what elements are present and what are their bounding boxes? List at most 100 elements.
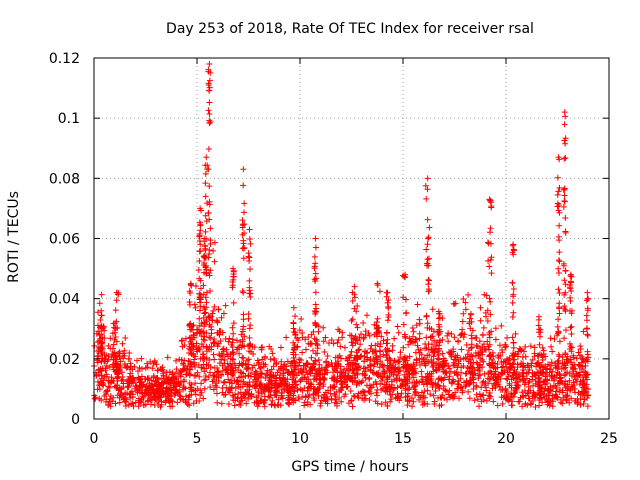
data-point [354, 337, 361, 344]
data-point [98, 347, 105, 354]
data-point [126, 349, 133, 356]
data-point [361, 334, 368, 341]
data-point [410, 328, 417, 335]
data-point [158, 381, 165, 388]
data-point [389, 391, 396, 398]
data-point [222, 335, 229, 342]
data-point [349, 377, 356, 384]
data-point [162, 394, 169, 401]
data-point [142, 376, 149, 383]
data-point [186, 343, 193, 350]
data-point [385, 365, 392, 372]
data-point [475, 375, 482, 382]
data-point [157, 386, 164, 393]
data-point [213, 390, 220, 397]
data-point [111, 329, 118, 336]
data-point [568, 287, 575, 294]
data-point [427, 391, 434, 398]
data-point [197, 292, 204, 299]
data-point [298, 369, 305, 376]
data-point [312, 319, 319, 326]
data-point [394, 323, 401, 330]
data-point [257, 371, 264, 378]
data-point [562, 281, 569, 288]
data-point [96, 300, 103, 307]
data-point [446, 376, 453, 383]
data-point [235, 401, 242, 408]
data-point [483, 387, 490, 394]
data-point [416, 396, 423, 403]
data-point [457, 356, 464, 363]
x-tick-label: 5 [193, 431, 202, 447]
data-point [553, 394, 560, 401]
data-point [105, 353, 112, 360]
data-point [166, 368, 173, 375]
data-point [556, 353, 563, 360]
data-point [461, 331, 468, 338]
data-point [329, 384, 336, 391]
data-point [197, 227, 204, 234]
data-point [123, 364, 130, 371]
data-point [356, 346, 363, 353]
data-point [467, 310, 474, 317]
data-point [368, 384, 375, 391]
data-point [99, 335, 106, 342]
data-point [194, 385, 201, 392]
data-point [487, 351, 494, 358]
data-point [357, 341, 364, 348]
data-point [339, 329, 346, 336]
data-point [479, 356, 486, 363]
data-point [416, 379, 423, 386]
data-point [147, 358, 154, 365]
data-point [424, 175, 431, 182]
data-point [490, 381, 497, 388]
data-point [422, 182, 429, 189]
data-point [543, 393, 550, 400]
data-point [149, 387, 156, 394]
data-point [562, 327, 569, 334]
data-point [207, 287, 214, 294]
data-point [510, 350, 517, 357]
data-point [424, 216, 431, 223]
data-point [488, 270, 495, 277]
data-point [369, 369, 376, 376]
data-point [110, 356, 117, 363]
data-point [261, 388, 268, 395]
data-point [150, 394, 157, 401]
data-point [121, 352, 128, 359]
data-point [522, 343, 529, 350]
data-point [239, 288, 246, 295]
data-point [201, 243, 208, 250]
data-point [286, 396, 293, 403]
data-point [370, 363, 377, 370]
data-point [208, 330, 215, 337]
data-point [536, 391, 543, 398]
data-point [476, 391, 483, 398]
data-point [176, 356, 183, 363]
data-point [353, 355, 360, 362]
data-point [382, 384, 389, 391]
data-point [308, 354, 315, 361]
data-point [206, 183, 213, 190]
data-point [354, 354, 361, 361]
data-point [423, 260, 430, 267]
data-point [202, 376, 209, 383]
data-point [261, 403, 268, 410]
data-point [322, 334, 329, 341]
data-point [555, 154, 562, 161]
data-point [474, 360, 481, 367]
data-point [257, 364, 264, 371]
data-point [437, 314, 444, 321]
data-point [487, 256, 494, 263]
data-point [459, 318, 466, 325]
data-point [428, 346, 435, 353]
x-tick-label: 25 [600, 431, 618, 447]
data-point [495, 354, 502, 361]
data-point [360, 365, 367, 372]
data-point [337, 343, 344, 350]
data-point [561, 360, 568, 367]
data-point [96, 395, 103, 402]
data-point [315, 392, 322, 399]
data-point [180, 386, 187, 393]
x-tick-label: 20 [497, 431, 515, 447]
